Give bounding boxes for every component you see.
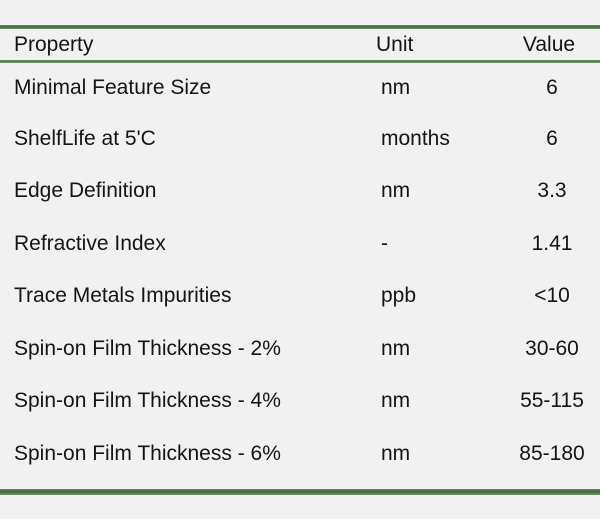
value-cell: 6 [546,76,558,100]
value-cell: 1.41 [531,231,573,255]
property-cell: Spin-on Film Thickness - 2% [14,336,281,360]
property-cell: Edge Definition [14,179,157,203]
property-cell: ShelfLife at 5'C [14,126,156,150]
table-row: Edge Definition nm 3.3 [0,165,600,218]
table-row: Trace Metals Impurities ppb <10 [0,270,600,323]
column-header-unit: Unit [376,32,414,56]
property-cell: Refractive Index [14,231,166,255]
bottom-rule [0,489,600,495]
unit-cell: nm [381,336,411,360]
table-row: ShelfLife at 5'C months 6 [0,113,600,166]
table-row: Minimal Feature Size nm 6 [0,60,600,113]
value-cell: 55-115 [520,389,584,413]
unit-cell: nm [381,76,411,100]
unit-cell: nm [381,441,411,465]
table-header: Property Unit Value [0,29,600,60]
property-cell: Spin-on Film Thickness - 4% [14,389,281,413]
property-cell: Spin-on Film Thickness - 6% [14,441,281,465]
properties-table: Property Unit Value Minimal Feature Size… [0,29,600,480]
property-cell: Minimal Feature Size [14,76,212,100]
value-cell: 30-60 [525,336,579,360]
unit-cell: nm [381,179,411,203]
value-cell: 6 [546,126,558,150]
unit-cell: - [381,231,388,255]
unit-cell: nm [381,389,411,413]
unit-cell: ppb [381,284,417,308]
top-rule [0,25,600,29]
table-row: Spin-on Film Thickness - 6% nm 85-180 [0,428,600,481]
value-cell: <10 [534,284,570,308]
value-cell: 85-180 [519,441,585,465]
table-row: Spin-on Film Thickness - 2% nm 30-60 [0,323,600,376]
table-row: Refractive Index - 1.41 [0,218,600,271]
column-header-property: Property [14,32,94,56]
table-body: Minimal Feature Size nm 6 ShelfLife at 5… [0,60,600,480]
property-cell: Trace Metals Impurities [14,284,232,308]
column-header-value: Value [522,32,576,56]
header-rule [0,60,600,63]
unit-cell: months [381,126,450,150]
table-row: Spin-on Film Thickness - 4% nm 55-115 [0,375,600,428]
header-row: Property Unit Value [0,29,600,60]
value-cell: 3.3 [537,179,567,203]
